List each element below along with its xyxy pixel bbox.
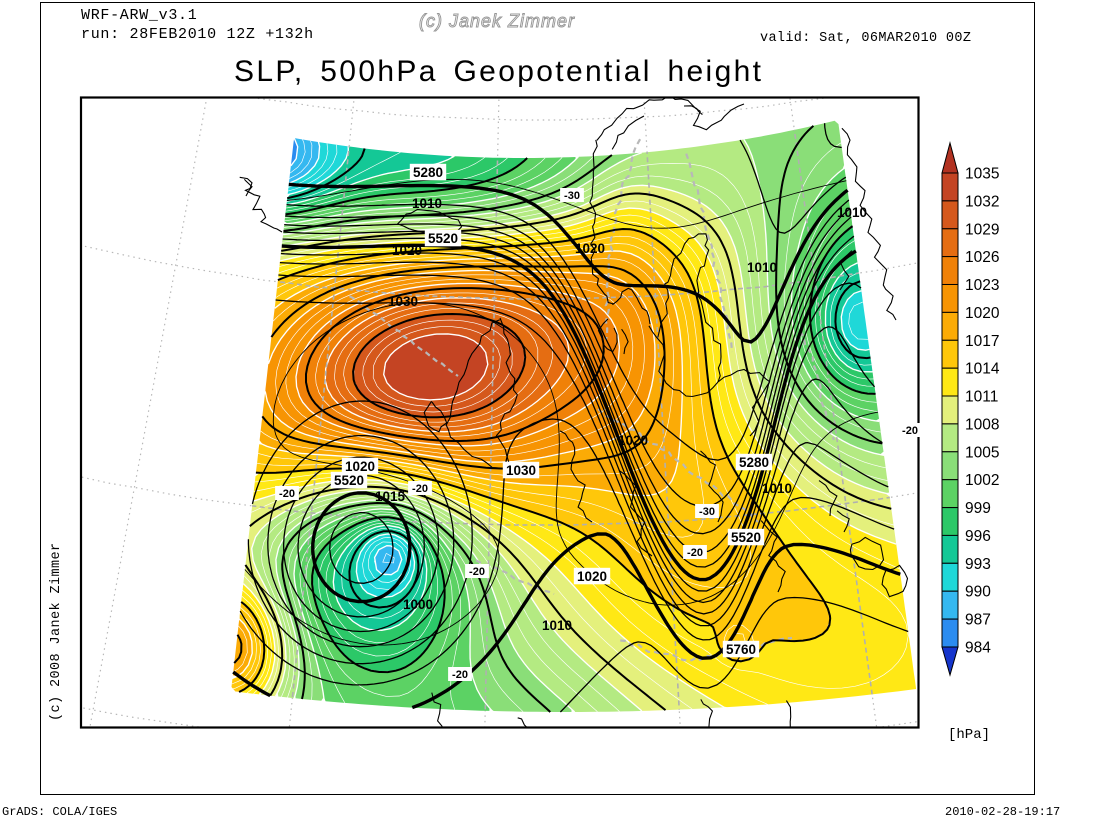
svg-text:-20: -20: [687, 547, 703, 559]
svg-text:-20: -20: [279, 488, 295, 500]
svg-text:-20: -20: [902, 425, 918, 437]
svg-text:1011: 1011: [965, 389, 998, 406]
svg-text:1029: 1029: [965, 221, 999, 238]
svg-text:1035: 1035: [965, 166, 999, 183]
svg-text:1020: 1020: [965, 305, 1000, 322]
svg-text:5280: 5280: [739, 455, 769, 470]
svg-text:-20: -20: [412, 483, 428, 495]
svg-text:1010: 1010: [412, 196, 442, 211]
svg-text:1017: 1017: [965, 333, 999, 350]
svg-text:-30: -30: [564, 190, 580, 202]
svg-text:1026: 1026: [965, 249, 999, 266]
svg-text:996: 996: [965, 528, 991, 545]
svg-text:5520: 5520: [334, 473, 364, 488]
svg-text:1005: 1005: [965, 444, 999, 461]
svg-text:5760: 5760: [726, 642, 756, 657]
svg-text:1014: 1014: [965, 361, 1000, 378]
svg-text:5280: 5280: [413, 165, 443, 180]
svg-text:1010: 1010: [747, 260, 777, 275]
svg-text:993: 993: [965, 556, 991, 573]
svg-text:1020: 1020: [345, 459, 375, 474]
svg-text:999: 999: [965, 500, 991, 517]
svg-text:1020: 1020: [618, 433, 648, 448]
svg-text:987: 987: [965, 612, 991, 629]
svg-text:5520: 5520: [428, 231, 458, 246]
svg-text:-20: -20: [469, 566, 485, 578]
svg-text:1030: 1030: [388, 294, 418, 309]
svg-text:1002: 1002: [965, 472, 999, 489]
svg-text:1010: 1010: [837, 205, 867, 220]
svg-text:1030: 1030: [506, 463, 536, 478]
svg-text:1023: 1023: [965, 277, 999, 294]
svg-text:-30: -30: [699, 506, 715, 518]
svg-text:-20: -20: [452, 669, 468, 681]
svg-text:1000: 1000: [403, 597, 433, 612]
svg-text:1010: 1010: [762, 481, 792, 496]
svg-text:1020: 1020: [392, 243, 422, 258]
svg-text:1032: 1032: [965, 193, 999, 210]
svg-text:1020: 1020: [575, 241, 605, 256]
svg-text:5520: 5520: [731, 530, 761, 545]
svg-text:984: 984: [965, 640, 991, 657]
svg-text:1020: 1020: [577, 569, 607, 584]
svg-text:1008: 1008: [965, 416, 999, 433]
svg-text:990: 990: [965, 584, 991, 601]
svg-text:1015: 1015: [375, 489, 406, 504]
svg-text:1010: 1010: [542, 618, 572, 633]
